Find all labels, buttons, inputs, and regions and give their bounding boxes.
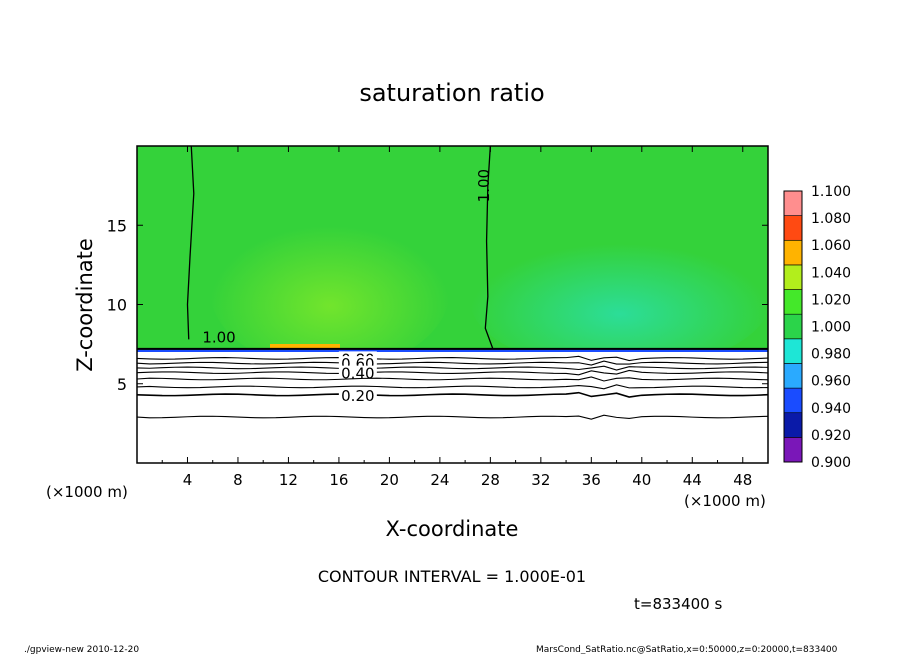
colorbar-swatch (783, 437, 803, 463)
x-tick-label: 44 (683, 471, 702, 489)
y-axis-ticks: 5 10 15 (107, 216, 768, 394)
y-tick-label: 10 (107, 296, 127, 315)
x-tick-label: 16 (329, 471, 348, 489)
contour-lines: 1.001.000.800.600.400.20 (136, 145, 769, 420)
colorbar-swatch (783, 338, 803, 364)
contour-line-ground (136, 355, 769, 362)
colorbar-swatch (783, 239, 803, 266)
colorbar-swatch (783, 412, 803, 438)
colorbar-label: 1.040 (811, 265, 851, 281)
x-tick-label: 8 (233, 471, 243, 489)
x-tick-label: 40 (632, 471, 651, 489)
x-tick-label: 32 (531, 471, 550, 489)
colorbar-label: 1.020 (811, 292, 851, 308)
footer-left: ./gpview-new 2010-12-20 (24, 645, 139, 654)
x-tick-label: 24 (430, 471, 449, 489)
time-text: t=833400 s (634, 595, 722, 613)
colorbar-swatch (783, 190, 803, 216)
colorbar-label: 0.960 (811, 374, 851, 390)
colorbar-swatch (783, 387, 803, 414)
colorbar-frame (783, 190, 803, 463)
x-tick-label: 28 (481, 471, 500, 489)
x-axis-ticks: 4 8 12 16 20 24 28 32 36 40 44 48 (161, 146, 752, 489)
contour-label-bg (338, 365, 377, 381)
x-tick-label: 36 (582, 471, 601, 489)
x-unit-right: (×1000 m) (684, 492, 766, 510)
colorbar-label: 1.080 (811, 211, 851, 227)
contour-line-ground (136, 369, 769, 376)
y-tick-label: 15 (107, 216, 127, 235)
colorbar-label: 1.100 (811, 184, 851, 200)
x-tick-label: 48 (733, 471, 752, 489)
colorbar-swatch (783, 363, 803, 389)
x-unit-left: (×1000 m) (46, 483, 128, 501)
colorbar-swatch (783, 313, 803, 340)
contour-label: 0.20 (341, 387, 374, 405)
contour-interval-text: CONTOUR INTERVAL = 1.000E-01 (318, 567, 586, 586)
contour-line-ground (136, 384, 769, 390)
contour-line-air (186, 145, 195, 340)
colorbar-label: 0.900 (811, 455, 851, 471)
contour-line-ground (136, 360, 769, 366)
x-tick-label: 4 (183, 471, 193, 489)
surface-hotspot (270, 344, 340, 348)
colorbar-label: 0.920 (811, 428, 851, 444)
plot-area: 1.001.000.800.600.400.20 (136, 145, 770, 464)
colorbar-label: 0.980 (811, 347, 851, 363)
x-tick-label: 12 (279, 471, 298, 489)
heatmap-cool-region (470, 230, 770, 370)
contour-label: 1.00 (475, 169, 493, 202)
colorbar-label: 0.940 (811, 401, 851, 417)
footer-right: MarsCond_SatRatio.nc@SatRatio,x=0:50000,… (536, 645, 838, 654)
heatmap-warm-region (210, 210, 450, 370)
colorbar: 0.900 0.920 0.940 0.960 0.980 1.000 1.020 1.040… (783, 184, 851, 471)
contour-line-ground (136, 365, 769, 371)
contour-line-air (484, 145, 494, 350)
contour-line-ground (136, 414, 769, 420)
x-tick-label: 20 (380, 471, 399, 489)
y-tick-label: 5 (117, 375, 127, 394)
contour-label: 0.40 (341, 365, 374, 383)
colorbar-swatch (783, 264, 803, 290)
colorbar-swatch (783, 215, 803, 241)
contour-label: 1.00 (202, 329, 235, 347)
colorbar-label: 1.060 (811, 238, 851, 254)
chart-title: saturation ratio (359, 79, 544, 107)
contour-label-bg (338, 387, 377, 403)
surface-band (137, 348, 768, 352)
colorbar-label: 1.000 (811, 320, 851, 336)
x-axis-label: X-coordinate (386, 517, 519, 541)
colorbar-swatch (783, 289, 803, 315)
ground-region (137, 352, 768, 463)
contour-line-ground (136, 391, 769, 398)
y-axis-label: Z-coordinate (73, 238, 97, 372)
contour-line-ground (136, 376, 769, 382)
